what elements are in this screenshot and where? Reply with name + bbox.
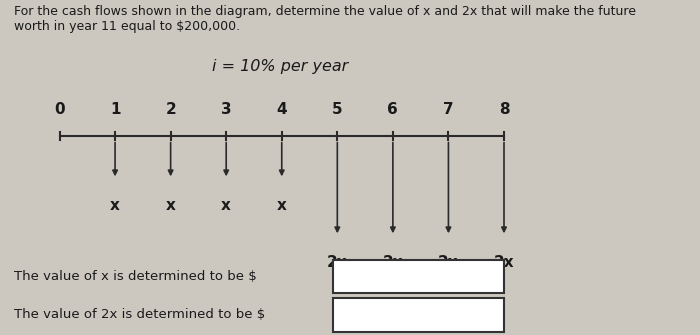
Text: 2x: 2x	[438, 255, 458, 270]
Text: 3: 3	[221, 102, 232, 117]
Text: x: x	[276, 198, 287, 213]
FancyBboxPatch shape	[332, 260, 504, 293]
Text: 4: 4	[276, 102, 287, 117]
Text: 7: 7	[443, 102, 454, 117]
Text: 1: 1	[110, 102, 120, 117]
Text: The value of x is determined to be $: The value of x is determined to be $	[14, 270, 257, 283]
Text: 6: 6	[388, 102, 398, 117]
Text: x: x	[221, 198, 231, 213]
Text: 0: 0	[54, 102, 65, 117]
Text: 2x: 2x	[494, 255, 514, 270]
FancyBboxPatch shape	[332, 298, 504, 332]
Text: 2: 2	[165, 102, 176, 117]
Text: x: x	[166, 198, 176, 213]
Text: 2x: 2x	[383, 255, 403, 270]
Text: The value of 2x is determined to be $: The value of 2x is determined to be $	[14, 309, 265, 321]
Text: 8: 8	[498, 102, 510, 117]
Text: x: x	[110, 198, 120, 213]
Text: For the cash flows shown in the diagram, determine the value of x and 2x that wi: For the cash flows shown in the diagram,…	[14, 5, 636, 33]
Text: 2x: 2x	[327, 255, 348, 270]
Text: i = 10% per year: i = 10% per year	[212, 60, 348, 74]
Text: 5: 5	[332, 102, 342, 117]
